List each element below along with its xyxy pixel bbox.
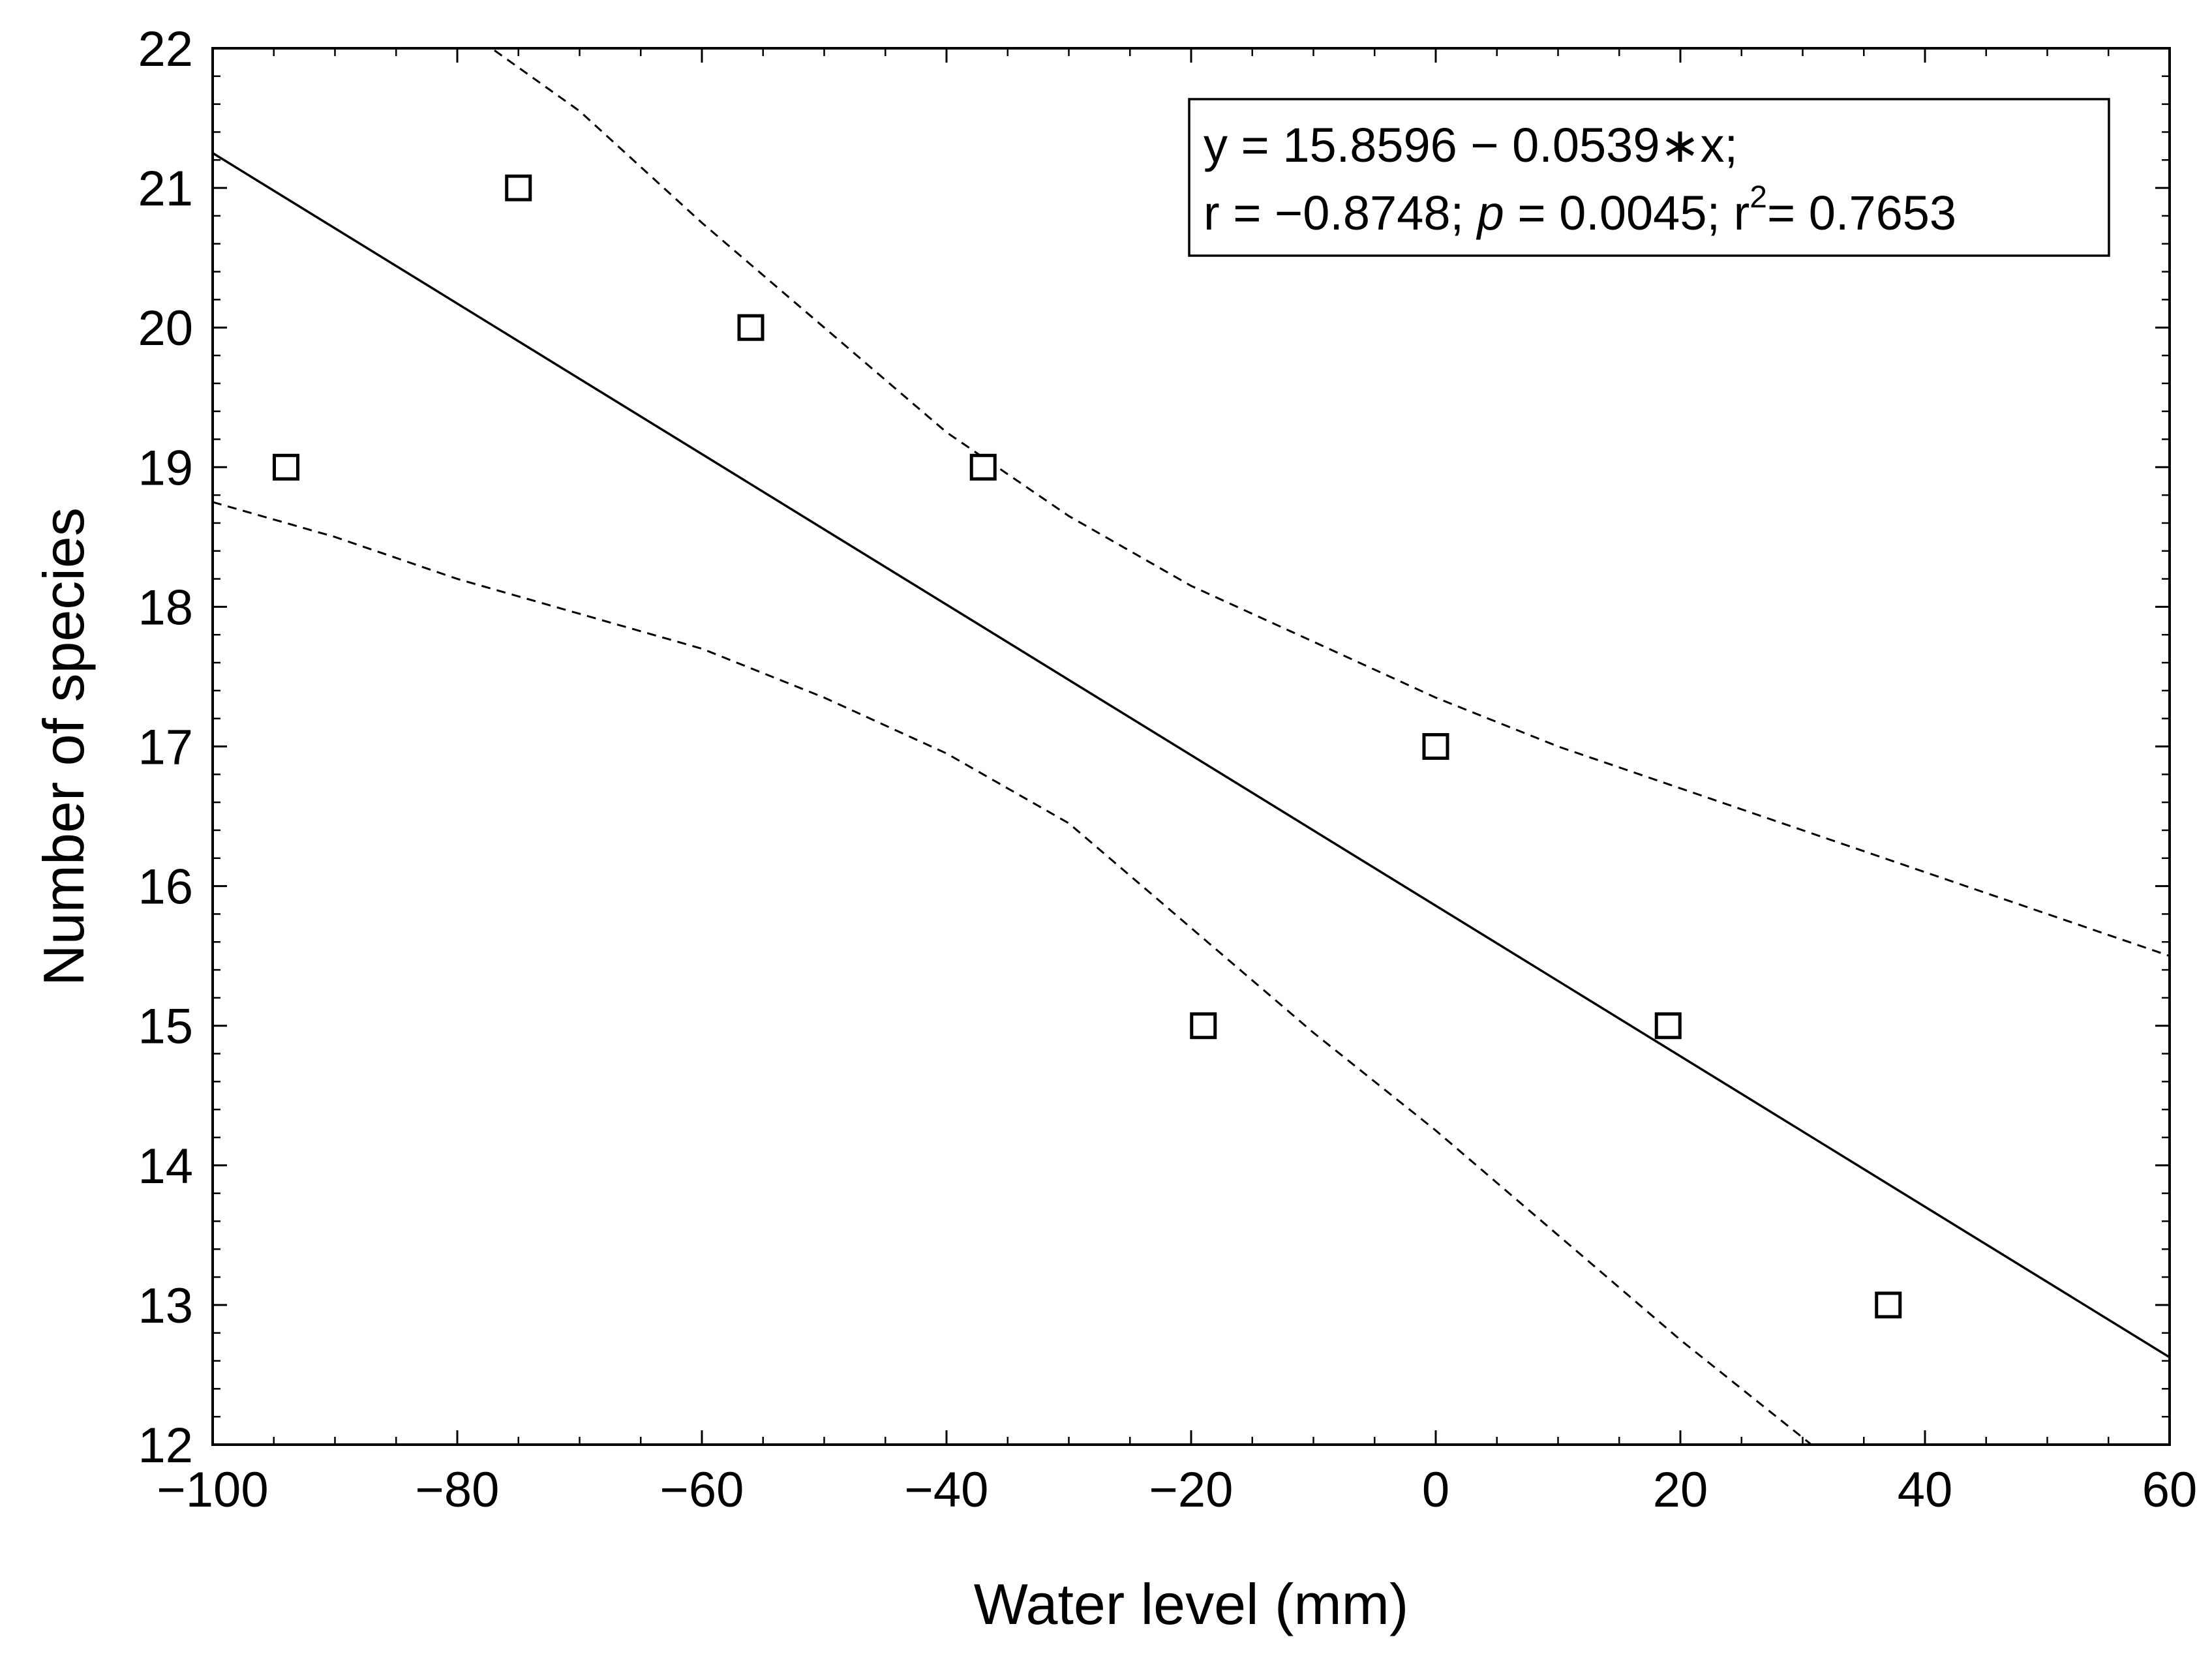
- x-tick-label: 60: [2142, 1462, 2198, 1518]
- x-tick-label: −40: [905, 1462, 989, 1518]
- y-tick-label: 16: [138, 860, 193, 915]
- x-tick-label: −80: [416, 1462, 500, 1518]
- legend-equation-line: y = 15.8596 − 0.0539∗x;: [1204, 118, 1738, 172]
- y-tick-label: 17: [138, 720, 193, 775]
- x-tick-label: 40: [1898, 1462, 1953, 1518]
- y-tick-label: 15: [138, 999, 193, 1055]
- y-tick-label: 14: [138, 1139, 193, 1194]
- data-point: [737, 314, 765, 341]
- x-tick-label: −60: [660, 1462, 744, 1518]
- data-point: [273, 453, 299, 481]
- x-tick-label: 0: [1422, 1462, 1449, 1518]
- x-tick-label: −100: [157, 1462, 268, 1518]
- legend-r2-value: = 0.7653: [1767, 186, 1956, 240]
- legend-box: [1188, 98, 2110, 257]
- data-point: [1190, 1012, 1217, 1040]
- plot-frame: [211, 47, 2171, 1446]
- data-point: [1875, 1291, 1902, 1319]
- x-tick-labels: −100 −80 −60 −40 −20 0 20 40 60: [157, 1462, 2197, 1518]
- x-tick-label: −20: [1149, 1462, 1234, 1518]
- legend-p-symbol: p: [1476, 186, 1504, 240]
- y-tick-label: 18: [138, 580, 193, 635]
- equation-legend: y = 15.8596 − 0.0539∗x; r = −0.8748; p =…: [1188, 98, 2110, 257]
- y-tick-label: 20: [138, 301, 193, 356]
- y-tick-label: 13: [138, 1278, 193, 1334]
- y-tick-labels: 12 13 14 15 16 17 18 19 20 21 22: [138, 22, 193, 1473]
- data-point: [1654, 1012, 1682, 1040]
- x-tick-label: 20: [1653, 1462, 1708, 1518]
- data-point: [969, 453, 997, 481]
- y-tick-label: 19: [138, 440, 193, 496]
- legend-r2-exponent: 2: [1750, 180, 1767, 215]
- data-point: [1422, 733, 1449, 760]
- data-points: [273, 174, 1902, 1319]
- y-tick-label: 12: [138, 1418, 193, 1473]
- y-tick-label: 21: [138, 161, 193, 217]
- confidence-band-lower: [213, 501, 1813, 1445]
- legend-r-value: r = −0.8748;: [1204, 186, 1477, 240]
- regression-line: [213, 152, 2170, 1359]
- data-point: [505, 174, 532, 202]
- legend-stats-line: r = −0.8748; p = 0.0045; r2= 0.7653: [1204, 180, 1956, 240]
- x-axis-title: Water level (mm): [974, 1572, 1409, 1636]
- legend-p-value: = 0.0045; r: [1504, 186, 1750, 240]
- y-axis-title: Number of species: [31, 507, 96, 986]
- y-tick-label: 22: [138, 22, 193, 77]
